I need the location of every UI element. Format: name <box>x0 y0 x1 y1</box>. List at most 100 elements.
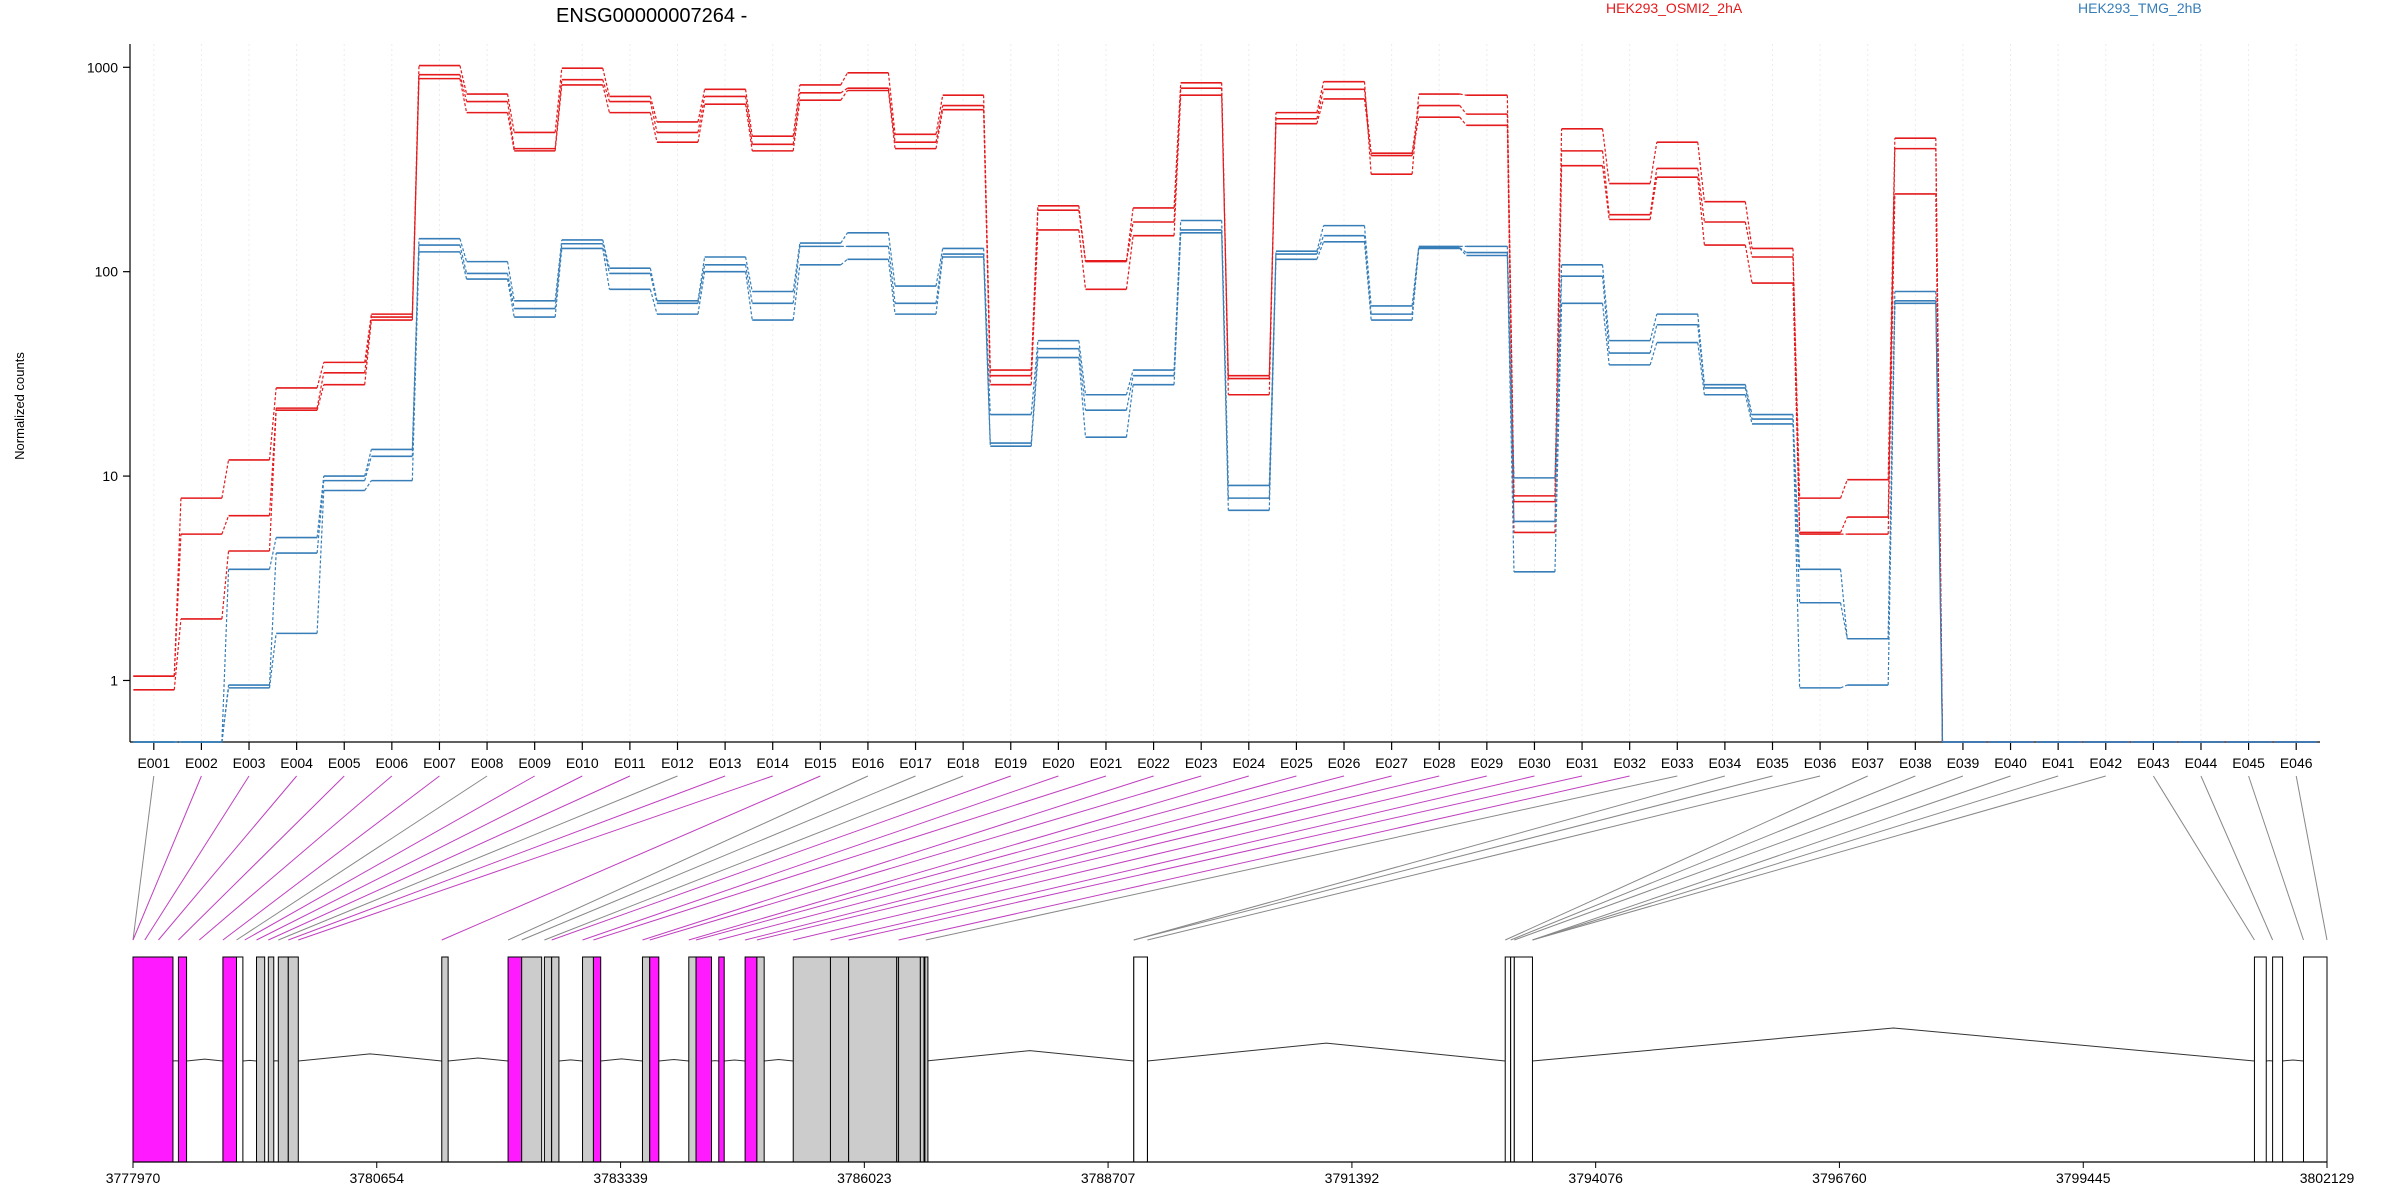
exon-label: E013 <box>709 755 742 771</box>
exon-connector <box>642 775 1154 941</box>
series-connector <box>506 278 515 318</box>
series-connector <box>887 72 896 135</box>
exon-connector <box>695 775 1297 941</box>
series-connector <box>602 243 611 274</box>
series-connector <box>649 112 658 143</box>
exon-block <box>441 956 449 1163</box>
genome-tick-label: 3777970 <box>106 1170 161 1186</box>
exon-connector <box>1133 775 1726 941</box>
exon-block <box>829 956 850 1163</box>
series-connector <box>554 243 563 309</box>
exon-label: E038 <box>1899 755 1932 771</box>
exon-label: E032 <box>1613 755 1646 771</box>
exon-block <box>551 956 560 1163</box>
exon-block-significant <box>507 956 523 1163</box>
exon-block <box>2272 956 2284 1163</box>
exon-connector <box>158 775 298 941</box>
intron-line <box>724 1059 746 1062</box>
exon-connector <box>2152 775 2255 941</box>
series-connector <box>1221 88 1229 376</box>
genome-tick-label: 3780654 <box>349 1170 404 1186</box>
genome-tick-label: 3794076 <box>1568 1170 1623 1186</box>
series-connector <box>1078 348 1087 411</box>
exon-block <box>848 956 898 1163</box>
exon-connector <box>1147 775 1821 941</box>
exon-label: E023 <box>1185 755 1218 771</box>
series-connector <box>1506 95 1515 496</box>
genome-tick-label: 3791392 <box>1325 1170 1380 1186</box>
exon-label: E019 <box>994 755 1027 771</box>
series-connector <box>935 95 944 135</box>
exon-connector <box>278 775 678 941</box>
exon-label: E003 <box>233 755 266 771</box>
exon-label: E002 <box>185 755 218 771</box>
exon-label: E030 <box>1518 755 1551 771</box>
series-connector <box>792 246 801 304</box>
exon-block <box>582 956 594 1163</box>
intron-line <box>298 1053 442 1062</box>
exon-label: E044 <box>2185 755 2218 771</box>
series-connector <box>554 68 563 133</box>
series-connector <box>1173 82 1182 208</box>
series-connector <box>744 104 753 151</box>
series-connector <box>697 271 706 315</box>
exon-label: E045 <box>2232 755 2265 771</box>
exon-connector <box>649 775 1202 941</box>
series-connector <box>744 271 753 321</box>
exon-connector <box>521 775 916 941</box>
series-connector <box>1268 251 1277 486</box>
intron-line <box>186 1058 223 1062</box>
exon-block <box>267 956 275 1163</box>
series-connector <box>268 537 277 570</box>
series-connector <box>506 273 515 309</box>
series-connector <box>1697 324 1706 388</box>
exon-block <box>2302 956 2328 1163</box>
exon-connector <box>2248 775 2304 941</box>
series-connector <box>744 89 753 137</box>
intron-line <box>448 1057 509 1062</box>
exon-connector <box>756 775 1440 941</box>
exon-label: E004 <box>280 755 313 771</box>
y-tick-label: 10 <box>102 468 118 484</box>
series-connector <box>792 92 801 145</box>
legend-label-tmg: HEK293_TMG_2hB <box>2078 0 2202 16</box>
series-connector <box>1744 387 1753 420</box>
series-connector <box>316 476 325 538</box>
genome-tick-label: 3802129 <box>2300 1170 2355 1186</box>
plot-axes: 1 10 100 1000 E001 E002 E003 E004 E005 E006 E007 E0… <box>87 44 2320 771</box>
series-connector <box>983 248 991 415</box>
exon-label: E017 <box>899 755 932 771</box>
exon-block <box>756 956 765 1163</box>
exon-block <box>543 956 553 1163</box>
series-connector <box>459 251 468 280</box>
exon-block <box>1133 956 1148 1163</box>
exon-block-significant <box>695 956 712 1163</box>
series-connector <box>1268 254 1277 499</box>
intron-line <box>600 1058 643 1062</box>
exon-block <box>1504 956 1512 1163</box>
exon-block <box>641 956 651 1163</box>
exon-connector <box>198 775 393 941</box>
series-TMG-5 <box>133 219 2317 743</box>
series-connector <box>1411 93 1420 175</box>
exon-block <box>277 956 289 1163</box>
series-connector <box>1316 98 1325 124</box>
series-TMG-4 <box>133 229 2317 743</box>
exon-block-significant <box>649 956 660 1163</box>
series-connector <box>554 239 563 301</box>
exon-connector <box>582 775 1059 941</box>
series-connector <box>1459 105 1467 115</box>
series-connector <box>1030 340 1039 415</box>
series-connector <box>1125 384 1134 438</box>
series-connector <box>411 245 420 457</box>
series-OSMI2-0 <box>133 77 2317 743</box>
series-connector <box>1697 314 1706 385</box>
exon-label: E034 <box>1709 755 1742 771</box>
series-connector <box>1601 165 1610 220</box>
exon-connector <box>793 775 1487 941</box>
series-connector <box>744 256 753 292</box>
series-connector <box>1221 82 1229 395</box>
y-tick-label: 1 <box>110 672 118 688</box>
series-connector <box>1078 229 1087 290</box>
series-connector <box>316 384 325 411</box>
